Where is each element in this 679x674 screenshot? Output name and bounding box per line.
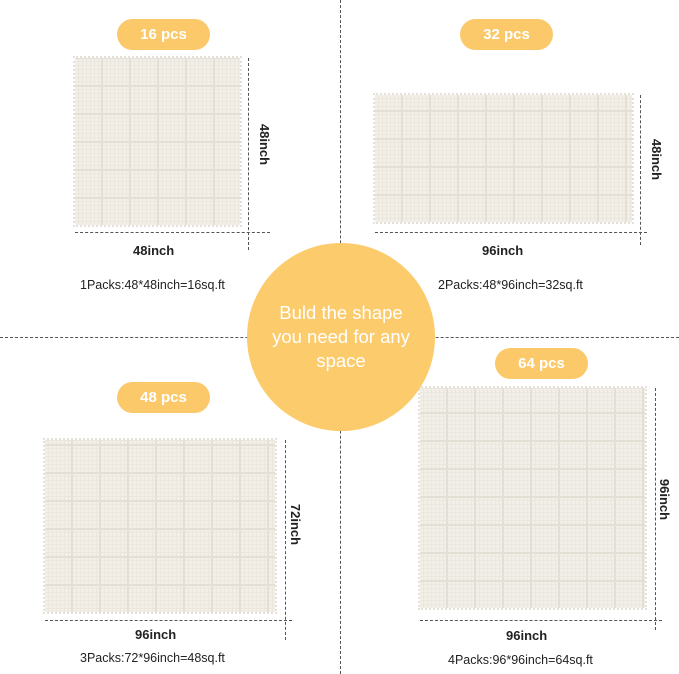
- dimension-line: [655, 388, 656, 630]
- height-label: 96inch: [657, 478, 673, 521]
- dimension-line: [285, 440, 286, 640]
- dimension-line: [375, 232, 647, 233]
- caption: 2Packs:48*96inch=32sq.ft: [438, 278, 583, 292]
- pcs-badge: 64 pcs: [495, 348, 588, 379]
- pcs-badge: 16 pcs: [117, 19, 210, 50]
- center-text: Buld the shape you need for any space: [272, 301, 410, 372]
- dimension-line: [420, 620, 662, 621]
- mat-image: [43, 438, 277, 614]
- dimension-line: [75, 232, 270, 233]
- center-circle: Buld the shape you need for any space: [247, 243, 435, 431]
- caption: 1Packs:48*48inch=16sq.ft: [80, 278, 225, 292]
- mat-image: [73, 56, 242, 227]
- caption: 3Packs:72*96inch=48sq.ft: [80, 651, 225, 665]
- dimension-line: [248, 58, 249, 250]
- mat-image: [418, 386, 647, 610]
- pcs-badge: 48 pcs: [117, 382, 210, 413]
- height-label: 48inch: [257, 123, 273, 166]
- mat-image: [373, 93, 634, 224]
- width-label: 48inch: [133, 243, 175, 258]
- dimension-line: [45, 620, 292, 621]
- width-label: 96inch: [135, 627, 177, 642]
- dimension-line: [640, 95, 641, 245]
- width-label: 96inch: [506, 628, 548, 643]
- caption: 4Packs:96*96inch=64sq.ft: [448, 653, 593, 667]
- pcs-badge: 32 pcs: [460, 19, 553, 50]
- height-label: 72inch: [288, 503, 304, 546]
- width-label: 96inch: [482, 243, 524, 258]
- height-label: 48inch: [649, 138, 665, 181]
